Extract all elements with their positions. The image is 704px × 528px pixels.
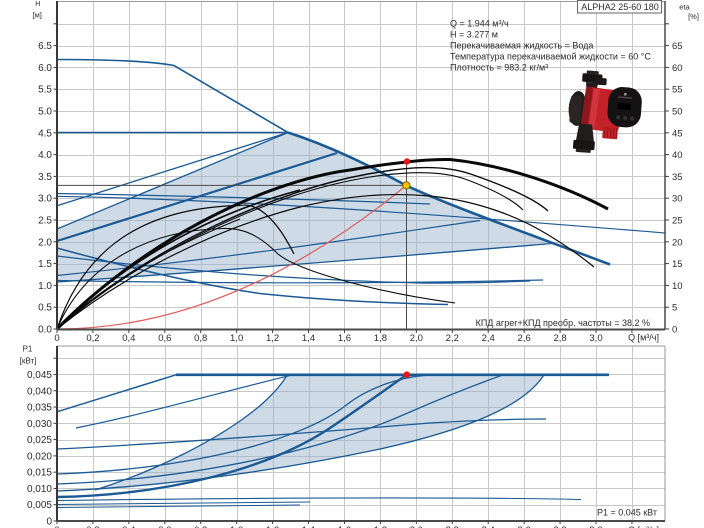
- svg-text:0: 0: [46, 517, 52, 528]
- svg-text:55: 55: [672, 85, 683, 96]
- svg-text:[%]: [%]: [688, 12, 699, 21]
- svg-text:0,8: 0,8: [194, 333, 207, 344]
- svg-text:50: 50: [672, 107, 683, 118]
- svg-text:2.5: 2.5: [38, 216, 52, 227]
- svg-text:2.0: 2.0: [38, 237, 52, 248]
- svg-text:0,2: 0,2: [86, 525, 99, 528]
- svg-text:0,035: 0,035: [27, 403, 52, 414]
- svg-text:0,010: 0,010: [27, 484, 52, 495]
- svg-text:1,6: 1,6: [338, 525, 351, 528]
- svg-text:60: 60: [672, 63, 683, 74]
- svg-text:25: 25: [672, 216, 683, 227]
- svg-text:P1 = 0.045 кВт: P1 = 0.045 кВт: [597, 508, 657, 518]
- svg-text:0,030: 0,030: [27, 419, 52, 430]
- svg-text:0,4: 0,4: [122, 333, 135, 344]
- svg-text:0,8: 0,8: [194, 525, 207, 528]
- svg-text:0: 0: [54, 525, 59, 528]
- svg-text:20: 20: [672, 237, 683, 248]
- svg-text:65: 65: [672, 41, 683, 52]
- svg-text:ALPHA2 25-60 180: ALPHA2 25-60 180: [581, 2, 659, 12]
- svg-text:[кВт]: [кВт]: [20, 357, 37, 366]
- svg-text:0,020: 0,020: [27, 451, 52, 462]
- svg-text:Q [м³/ч]: Q [м³/ч]: [628, 525, 659, 528]
- svg-text:2,4: 2,4: [482, 525, 495, 528]
- svg-text:H = 3.277 м: H = 3.277 м: [450, 30, 498, 40]
- svg-text:2,8: 2,8: [553, 525, 566, 528]
- svg-text:1,0: 1,0: [230, 333, 243, 344]
- svg-text:15: 15: [672, 259, 683, 270]
- svg-text:Q = 1.944 м³/ч: Q = 1.944 м³/ч: [450, 19, 509, 29]
- svg-text:2,2: 2,2: [446, 333, 459, 344]
- svg-text:0.5: 0.5: [38, 303, 52, 314]
- svg-text:3.5: 3.5: [38, 172, 52, 183]
- svg-text:5.5: 5.5: [38, 85, 52, 96]
- svg-text:2,0: 2,0: [410, 525, 423, 528]
- svg-text:3.0: 3.0: [38, 194, 52, 205]
- svg-text:1,2: 1,2: [266, 333, 279, 344]
- svg-text:40: 40: [672, 150, 683, 161]
- svg-text:2,8: 2,8: [553, 333, 566, 344]
- svg-text:КПД агрег+КПД преобр. частоты: КПД агрег+КПД преобр. частоты = 38.2 %: [476, 318, 650, 328]
- svg-text:0: 0: [672, 325, 677, 336]
- svg-text:1,4: 1,4: [302, 525, 315, 528]
- svg-text:Температура перекачиваемой жид: Температура перекачиваемой жидкости = 60…: [450, 52, 651, 62]
- svg-text:2,4: 2,4: [482, 333, 495, 344]
- svg-text:2,0: 2,0: [410, 333, 423, 344]
- svg-text:0,025: 0,025: [27, 435, 52, 446]
- svg-text:3,0: 3,0: [589, 525, 602, 528]
- svg-text:Q [м³/ч]: Q [м³/ч]: [628, 333, 659, 343]
- svg-text:1,6: 1,6: [338, 333, 351, 344]
- svg-text:1,4: 1,4: [302, 333, 315, 344]
- svg-text:45: 45: [672, 128, 683, 139]
- svg-text:2,2: 2,2: [446, 525, 459, 528]
- svg-text:0,6: 0,6: [158, 333, 171, 344]
- svg-text:1,2: 1,2: [266, 525, 279, 528]
- svg-text:6.5: 6.5: [38, 41, 52, 52]
- svg-text:Плотность = 983.2 кг/м³: Плотность = 983.2 кг/м³: [450, 63, 548, 73]
- svg-text:Перекачиваемая жидкость = Вода: Перекачиваемая жидкость = Вода: [450, 41, 593, 51]
- svg-text:eta: eta: [679, 3, 690, 12]
- svg-text:1.0: 1.0: [38, 281, 52, 292]
- svg-text:3,0: 3,0: [589, 333, 602, 344]
- svg-text:30: 30: [672, 194, 683, 205]
- svg-text:1,0: 1,0: [230, 525, 243, 528]
- svg-text:35: 35: [672, 172, 683, 183]
- svg-text:2,6: 2,6: [518, 525, 531, 528]
- svg-text:5.0: 5.0: [38, 107, 52, 118]
- svg-text:H: H: [35, 1, 40, 8]
- svg-text:0.0: 0.0: [38, 325, 52, 336]
- svg-text:0,040: 0,040: [27, 386, 52, 397]
- svg-text:4.5: 4.5: [38, 128, 52, 139]
- svg-text:4.0: 4.0: [38, 150, 52, 161]
- svg-text:0,4: 0,4: [122, 525, 135, 528]
- svg-text:[м]: [м]: [33, 11, 42, 20]
- svg-text:1.5: 1.5: [38, 259, 52, 270]
- svg-text:0: 0: [54, 333, 59, 344]
- svg-text:2,6: 2,6: [518, 333, 531, 344]
- svg-text:5: 5: [672, 303, 677, 314]
- svg-text:1,8: 1,8: [374, 333, 387, 344]
- svg-text:0,015: 0,015: [27, 468, 52, 479]
- svg-text:6.0: 6.0: [38, 63, 52, 74]
- svg-text:1,8: 1,8: [374, 525, 387, 528]
- svg-text:P1: P1: [23, 345, 33, 354]
- svg-text:0,6: 0,6: [158, 525, 171, 528]
- svg-text:0,2: 0,2: [86, 333, 99, 344]
- svg-text:10: 10: [672, 281, 683, 292]
- svg-text:0,005: 0,005: [27, 500, 52, 511]
- svg-text:0,045: 0,045: [27, 370, 52, 381]
